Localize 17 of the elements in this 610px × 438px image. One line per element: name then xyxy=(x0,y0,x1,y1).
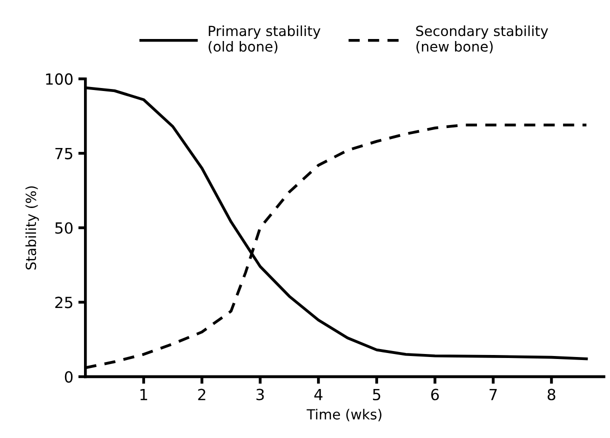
x-tick-label: 3 xyxy=(256,388,264,400)
x-tick-label: 6 xyxy=(431,388,439,400)
x-axis-title: Time (wks) xyxy=(306,408,382,422)
legend-label: Secondary stability (new bone) xyxy=(416,25,548,54)
x-tick-label: 5 xyxy=(373,388,380,400)
x-tick-label: 4 xyxy=(314,388,322,400)
y-tick-label: 50 xyxy=(55,222,73,234)
y-tick-label: 100 xyxy=(46,73,73,85)
y-tick-label: 75 xyxy=(55,148,72,160)
y-tick-label: 25 xyxy=(55,296,72,308)
legend-label: Primary stability (old bone) xyxy=(208,25,320,54)
x-tick-label: 1 xyxy=(140,388,148,400)
x-tick-label: 7 xyxy=(490,388,497,400)
y-tick-label: 0 xyxy=(64,371,73,383)
x-tick-label: 8 xyxy=(548,388,556,400)
x-tick-label: 2 xyxy=(198,388,206,400)
y-axis-title: Stability (%) xyxy=(25,186,39,270)
